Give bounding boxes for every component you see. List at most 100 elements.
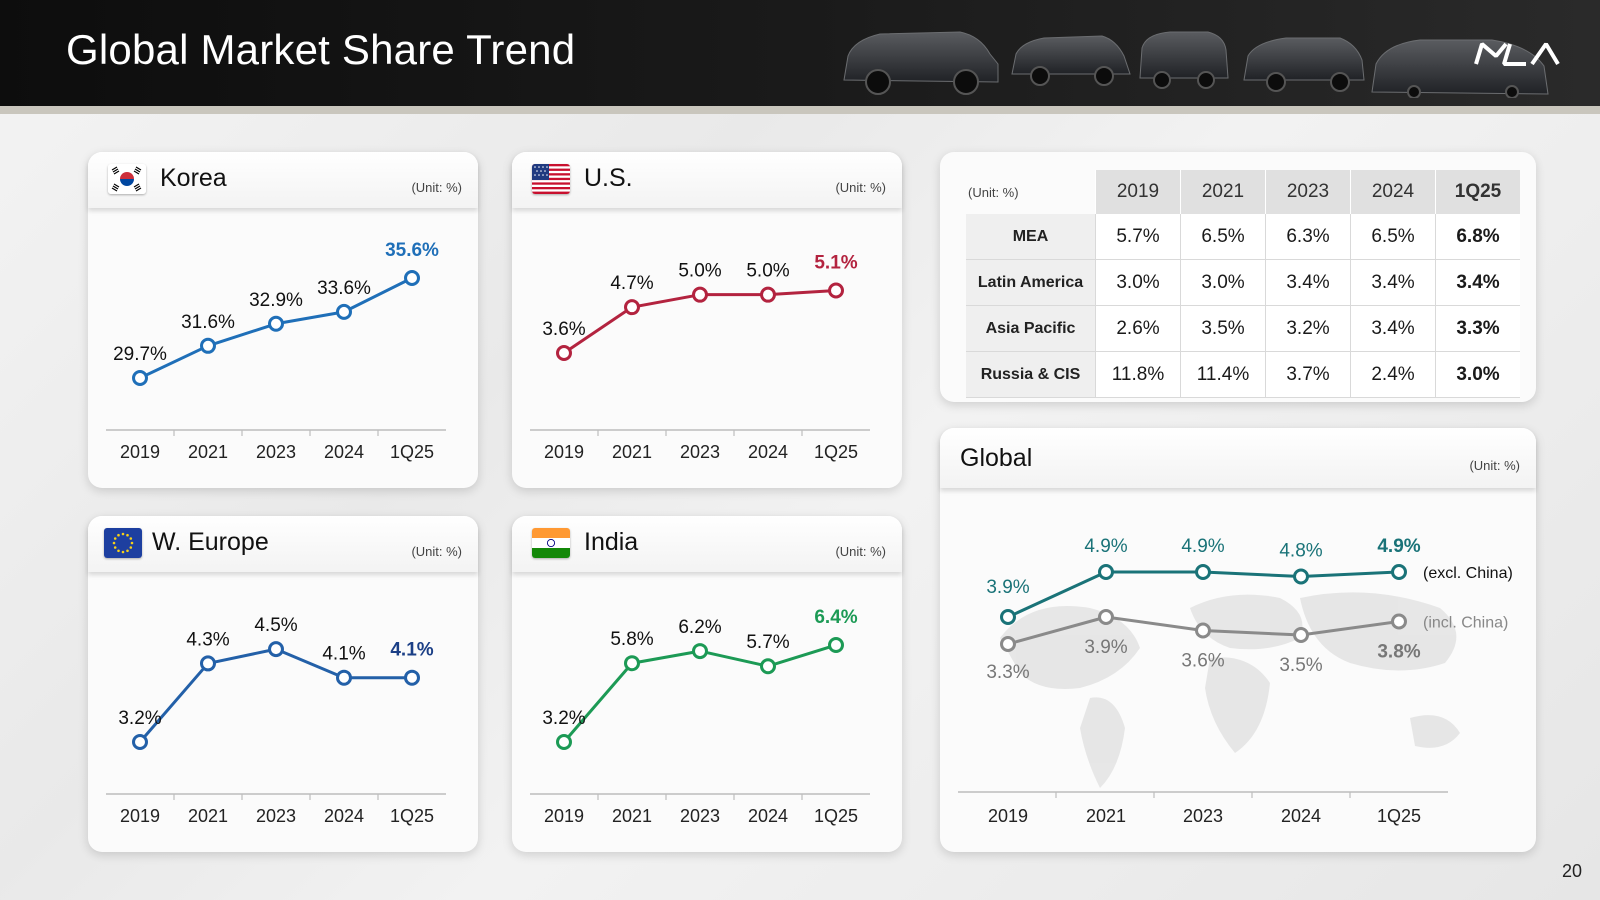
table-cell: 5.7%: [1095, 214, 1181, 260]
korea-data-label: 35.6%: [385, 240, 439, 261]
global-card-title: Global: [960, 444, 1033, 472]
us-data-point: [828, 282, 844, 299]
table-header-row: (Unit: %) 2019 2021 2023 2024 1Q25: [966, 170, 1520, 214]
global-data-point: [1391, 613, 1407, 630]
global-data-label: 4.9%: [1084, 536, 1127, 557]
table-cell: 6.3%: [1265, 214, 1351, 260]
header-divider: [0, 106, 1600, 114]
weurope-data-label: 4.1%: [322, 644, 365, 665]
world-map-background: [1000, 592, 1460, 788]
table-col-header: 1Q25: [1435, 170, 1520, 214]
weurope-tick-label: 2024: [324, 806, 364, 826]
table-cell: 3.3%: [1435, 305, 1520, 352]
us-data-point: [760, 286, 776, 303]
weurope-data-label: 4.5%: [254, 615, 297, 636]
weurope-tick-label: 1Q25: [390, 806, 434, 826]
korea-data-point: [200, 337, 216, 354]
india-data-label: 5.8%: [610, 629, 653, 650]
weurope-data-label: 4.3%: [186, 629, 229, 650]
region-share-table: (Unit: %) 2019 2021 2023 2024 1Q25 MEA 5…: [966, 170, 1520, 398]
page-title: Global Market Share Trend: [66, 26, 576, 73]
table-unit-label: (Unit: %): [968, 184, 1019, 200]
global-tick-label: 2019: [988, 806, 1028, 826]
global-data-label: 3.8%: [1377, 642, 1420, 663]
india-data-label: 6.2%: [678, 617, 721, 638]
page-number: 20: [1561, 861, 1582, 881]
korea-flag-icon: [108, 164, 146, 194]
global-data-label: 4.9%: [1377, 536, 1420, 557]
korea-data-point: [404, 270, 420, 286]
table-cell: 6.5%: [1180, 214, 1266, 260]
table-cell: 3.4%: [1350, 305, 1436, 352]
table-row: Latin America 3.0% 3.0% 3.4% 3.4% 3.4%: [966, 259, 1520, 306]
india-data-label: 6.4%: [814, 607, 857, 628]
table-cell: 3.0%: [1095, 259, 1181, 306]
korea-data-label: 31.6%: [181, 312, 235, 333]
global-legend-label: (excl. China): [1423, 565, 1513, 582]
global-data-point: [1000, 636, 1016, 652]
korea-data-point: [336, 303, 352, 320]
table-cell: 3.4%: [1265, 259, 1351, 306]
us-tick-label: 2024: [748, 442, 788, 462]
korea-tick-label: 2024: [324, 442, 364, 462]
kia-logo: [1474, 42, 1560, 66]
korea-tick-label: 2021: [188, 442, 228, 462]
table-row: Asia Pacific 2.6% 3.5% 3.2% 3.4% 3.3%: [966, 305, 1520, 352]
us-data-point: [556, 345, 572, 361]
global-data-label: 3.3%: [986, 662, 1029, 683]
table-region-cell: Latin America: [966, 259, 1096, 306]
table-cell: 3.4%: [1350, 259, 1436, 306]
weurope-data-point: [336, 669, 352, 686]
weurope-data-label: 4.1%: [390, 640, 433, 661]
india-tick-label: 2023: [680, 806, 720, 826]
india-tick-label: 2024: [748, 806, 788, 826]
table-row: Russia & CIS 11.8% 11.4% 3.7% 2.4% 3.0%: [966, 351, 1520, 398]
weurope-data-point: [268, 641, 284, 658]
global-data-label: 4.9%: [1181, 536, 1224, 557]
india-data-label: 3.2%: [542, 708, 585, 729]
india-card: India (Unit: %) 2019 2021 2023 2024 1Q25 3.2%…: [512, 516, 902, 852]
us-tick-label: 2021: [612, 442, 652, 462]
us-tick-label: 2019: [544, 442, 584, 462]
weurope-card: W. Europe (Unit: %) 2019 2021 2023 2024 1Q25…: [88, 516, 478, 852]
us-card-header: U.S. (Unit: %): [512, 152, 902, 208]
us-line-chart: 2019 2021 2023 2024 1Q25 3.6% 4.7% 5.0% 5.0% 5.1%: [530, 253, 870, 462]
weurope-card-header: W. Europe (Unit: %): [88, 516, 478, 572]
us-data-point: [624, 299, 640, 316]
korea-unit-label: (Unit: %): [411, 180, 462, 195]
korea-tick-label: 2019: [120, 442, 160, 462]
table-col-header: 2023: [1265, 170, 1351, 214]
global-unit-label: (Unit: %): [1469, 458, 1520, 473]
us-data-label: 3.6%: [542, 319, 585, 340]
global-card: Global (Unit: %) 2019 2021 2023 2024 1Q25 3.3…: [940, 428, 1536, 852]
india-tick-label: 2021: [612, 806, 652, 826]
global-data-label: 3.9%: [1084, 637, 1127, 658]
korea-line-chart: 2019 2021 2023 2024 1Q25 29.7% 31.6% 32.9% 33.6%…: [106, 240, 446, 462]
us-data-point: [692, 286, 708, 303]
us-card-title: U.S.: [584, 164, 633, 192]
global-tick-label: 2024: [1281, 806, 1321, 826]
table-col-header: 2024: [1350, 170, 1436, 214]
weurope-series-line-0: [138, 647, 412, 743]
weurope-tick-label: 2019: [120, 806, 160, 826]
global-legend-label: (incl. China): [1423, 615, 1508, 632]
table-col-header: 2021: [1180, 170, 1266, 214]
table-cell: 3.2%: [1265, 305, 1351, 352]
korea-card: Korea (Unit: %) 2019 2021 2023 2024 1Q25 29.7…: [88, 152, 478, 488]
global-tick-label: 1Q25: [1377, 806, 1421, 826]
global-card-header: Global (Unit: %): [940, 428, 1536, 488]
us-card: U.S. (Unit: %) 2019 2021 2023 2024 1Q25 3.6% 4…: [512, 152, 902, 488]
global-tick-label: 2023: [1183, 806, 1223, 826]
table-cell: 6.5%: [1350, 214, 1436, 260]
header-bar: Global Market Share Trend: [0, 0, 1600, 108]
us-data-label: 4.7%: [610, 273, 653, 294]
india-card-title: India: [584, 528, 639, 556]
global-data-label: 3.9%: [986, 577, 1029, 598]
global-data-point: [1195, 622, 1211, 639]
table-cell: 3.5%: [1180, 305, 1266, 352]
table-cell: 11.4%: [1180, 351, 1266, 398]
weurope-data-point: [132, 734, 148, 750]
india-data-point: [760, 658, 776, 675]
table-cell: 11.8%: [1095, 351, 1181, 398]
global-data-label: 3.5%: [1279, 655, 1322, 676]
